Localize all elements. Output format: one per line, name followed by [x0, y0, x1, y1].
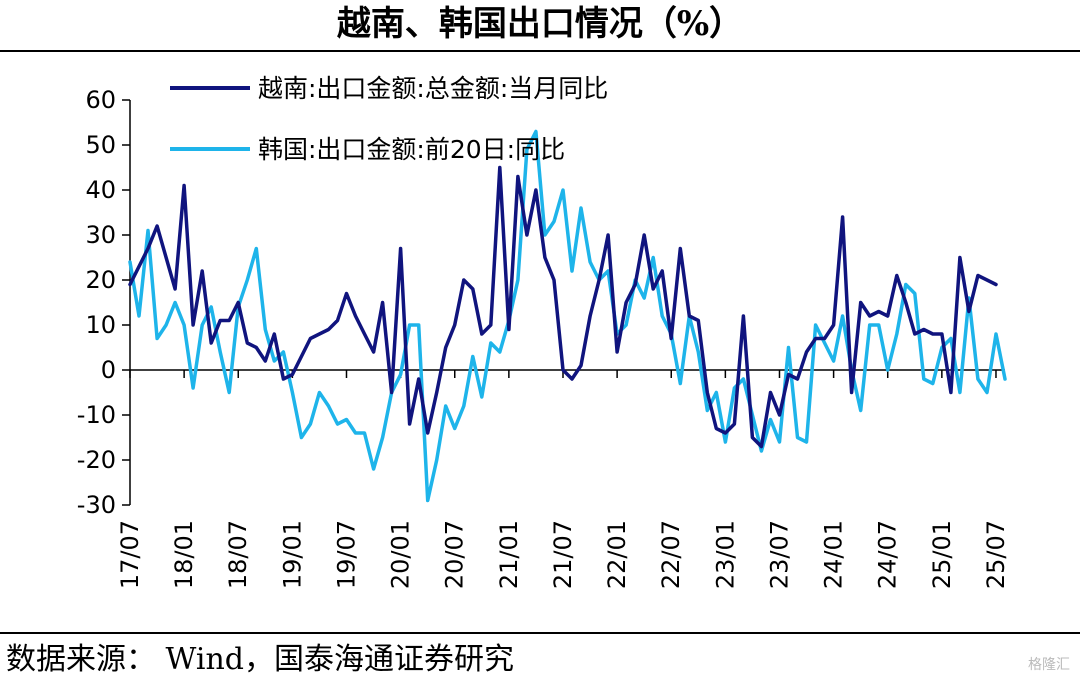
legend-label-vietnam: 越南:出口金额:总金额:当月同比 — [258, 74, 608, 103]
x-tick-label: 20/01 — [387, 520, 415, 589]
x-tick-label: 23/07 — [765, 520, 793, 589]
x-tick-label: 19/07 — [332, 520, 360, 589]
source-rule — [0, 632, 1080, 634]
y-tick-label: 0 — [101, 356, 116, 384]
y-tick-label: -30 — [77, 491, 116, 519]
x-tick-label: 22/01 — [603, 520, 631, 589]
x-tick-label: 24/07 — [874, 520, 902, 589]
x-tick-label: 18/01 — [170, 520, 198, 589]
x-tick-label: 22/07 — [657, 520, 685, 589]
y-tick-label: -20 — [77, 446, 116, 474]
x-tick-label: 18/07 — [224, 520, 252, 589]
source-note: 数据来源： Wind，国泰海通证券研究 — [6, 642, 514, 677]
title-underline — [0, 50, 1080, 52]
x-tick-label: 20/07 — [441, 520, 469, 589]
series-line-vietnam — [128, 165, 998, 449]
legend: 越南:出口金额:总金额:当月同比 韩国:出口金额:前20日:同比 — [170, 74, 608, 164]
watermark-text: 格隆汇 — [1028, 657, 1070, 673]
x-tick-label: 21/01 — [495, 520, 523, 589]
chart-title: 越南、韩国出口情况（%） — [336, 4, 744, 44]
x-tick-label: 17/07 — [116, 520, 144, 589]
series-line-korea — [128, 129, 1007, 503]
y-tick-label: -10 — [77, 401, 116, 429]
x-tick-label: 25/01 — [928, 520, 956, 589]
y-tick-label: 10 — [85, 311, 116, 339]
x-tick-label: 19/01 — [278, 520, 306, 589]
x-tick-label: 24/01 — [820, 520, 848, 589]
legend-label-korea: 韩国:出口金额:前20日:同比 — [258, 135, 565, 164]
y-tick-label: 20 — [85, 266, 116, 294]
x-tick-label: 23/01 — [711, 520, 739, 589]
y-tick-label: 60 — [85, 86, 116, 114]
series-lines — [128, 129, 1007, 503]
y-tick-label: 40 — [85, 176, 116, 204]
x-tick-label: 21/07 — [549, 520, 577, 589]
y-tick-label: 30 — [85, 221, 116, 249]
y-tick-label: 50 — [85, 131, 116, 159]
x-tick-label: 25/07 — [982, 520, 1010, 589]
